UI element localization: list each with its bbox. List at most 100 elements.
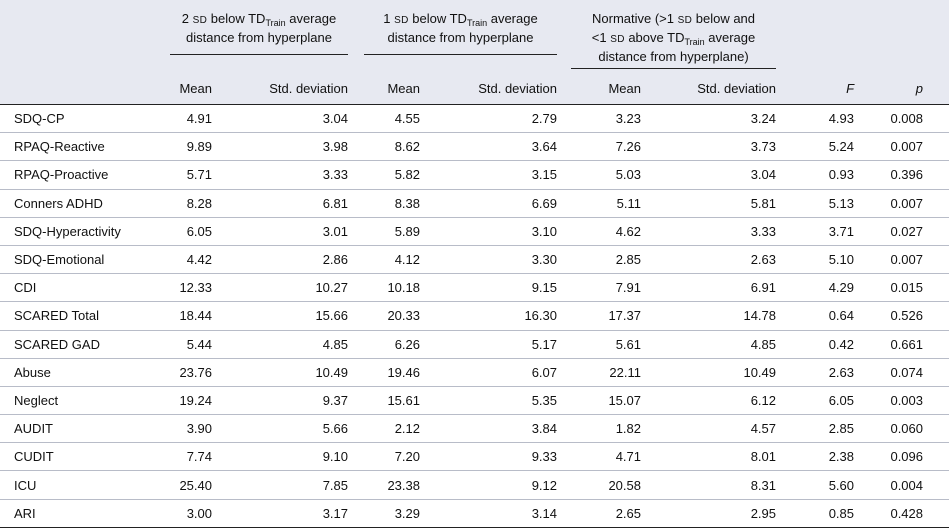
cell-value: 0.074 xyxy=(854,358,949,387)
column-header-std: Std. deviation xyxy=(697,80,777,96)
cell-value: 2.85 xyxy=(776,414,855,444)
cell-value: 4.91 xyxy=(152,103,212,134)
table-body: SDQ-CP 4.91 3.04 4.55 2.79 3.23 3.24 4.93 0.008 R… xyxy=(0,103,949,528)
table-row: ARI 3.00 3.17 3.29 3.14 2.65 2.95 0.85 0.428 xyxy=(0,499,949,528)
group-header-1sd: 1 SD below TDTrain average distance from… xyxy=(348,0,557,72)
cell-value: 8.62 xyxy=(348,132,420,162)
cell-value: 5.35 xyxy=(420,386,557,416)
cell-value: 7.91 xyxy=(557,273,641,303)
cell-value: 5.24 xyxy=(776,132,855,162)
cell-value: 6.07 xyxy=(420,358,557,387)
cell-value: 8.31 xyxy=(641,470,777,500)
cell-value: 9.10 xyxy=(212,442,348,472)
cell-value: 0.015 xyxy=(854,273,949,303)
column-header-mean: Mean xyxy=(179,80,212,96)
cell-value: 2.86 xyxy=(212,245,348,275)
cell-value: 6.05 xyxy=(152,217,212,246)
cell-value: 5.81 xyxy=(641,189,777,218)
cell-value: 5.10 xyxy=(776,245,855,275)
cell-value: 2.85 xyxy=(557,245,641,275)
cell-value: 4.57 xyxy=(641,414,777,444)
cell-value: 15.07 xyxy=(557,386,641,416)
cell-value: 4.55 xyxy=(348,103,420,134)
cell-value: 23.38 xyxy=(348,470,420,500)
cell-value: 23.76 xyxy=(152,358,212,387)
cell-value: 3.10 xyxy=(420,217,557,246)
cell-value: 0.007 xyxy=(854,132,949,162)
table-row: Abuse 23.76 10.49 19.46 6.07 22.11 10.49 2.63 0.… xyxy=(0,358,949,387)
table-row: SCARED GAD 5.44 4.85 6.26 5.17 5.61 4.85 0.42 0.… xyxy=(0,330,949,359)
cell-value: 2.63 xyxy=(776,358,855,387)
cell-value: 3.23 xyxy=(557,103,641,134)
column-header-p: p xyxy=(915,80,924,96)
row-label: SCARED GAD xyxy=(0,330,152,359)
table-row: ICU 25.40 7.85 23.38 9.12 20.58 8.31 5.60 0.004 xyxy=(0,470,949,500)
cell-value: 0.64 xyxy=(776,301,855,331)
cell-value: 22.11 xyxy=(557,358,641,387)
cell-value: 6.81 xyxy=(212,189,348,218)
cell-value: 3.73 xyxy=(641,132,777,162)
row-label: SDQ-CP xyxy=(0,103,152,134)
column-header-std: Std. deviation xyxy=(269,80,348,96)
cell-value: 0.004 xyxy=(854,470,949,500)
cell-value: 3.14 xyxy=(420,499,557,528)
cell-value: 2.12 xyxy=(348,414,420,444)
header-empty-cell xyxy=(0,0,152,72)
table-row: Conners ADHD 8.28 6.81 8.38 6.69 5.11 5.81 5.13… xyxy=(0,189,949,218)
cell-value: 0.85 xyxy=(776,499,855,528)
cell-value: 3.24 xyxy=(641,103,777,134)
cell-value: 3.33 xyxy=(212,160,348,190)
cell-value: 0.93 xyxy=(776,160,855,190)
cell-value: 0.42 xyxy=(776,330,855,359)
cell-value: 4.42 xyxy=(152,245,212,275)
cell-value: 0.007 xyxy=(854,245,949,275)
cell-value: 2.38 xyxy=(776,442,855,472)
cell-value: 0.396 xyxy=(854,160,949,190)
cell-value: 0.007 xyxy=(854,189,949,218)
row-label: RPAQ-Proactive xyxy=(0,160,152,190)
cell-value: 3.33 xyxy=(641,217,777,246)
row-label: ICU xyxy=(0,470,152,500)
cell-value: 9.33 xyxy=(420,442,557,472)
table-row: CDI 12.33 10.27 10.18 9.15 7.91 6.91 4.29 0.015 xyxy=(0,273,949,303)
cell-value: 8.01 xyxy=(641,442,777,472)
row-label: SDQ-Emotional xyxy=(0,245,152,275)
header-column-row: Mean Std. deviation Mean Std. deviation … xyxy=(0,72,949,105)
cell-value: 5.61 xyxy=(557,330,641,359)
cell-value: 3.90 xyxy=(152,414,212,444)
cell-value: 3.17 xyxy=(212,499,348,528)
cell-value: 0.003 xyxy=(854,386,949,416)
cell-value: 0.027 xyxy=(854,217,949,246)
cell-value: 4.71 xyxy=(557,442,641,472)
table-row: AUDIT 3.90 5.66 2.12 3.84 1.82 4.57 2.85 0.060 xyxy=(0,414,949,444)
cell-value: 0.008 xyxy=(854,103,949,134)
cell-value: 19.46 xyxy=(348,358,420,387)
row-label: AUDIT xyxy=(0,414,152,444)
cell-value: 6.12 xyxy=(641,386,777,416)
cell-value: 3.15 xyxy=(420,160,557,190)
cell-value: 5.11 xyxy=(557,189,641,218)
cell-value: 20.58 xyxy=(557,470,641,500)
row-label: RPAQ-Reactive xyxy=(0,132,152,162)
cell-value: 7.20 xyxy=(348,442,420,472)
header-group-row: 2 SD below TDTrain average distance from… xyxy=(0,0,949,72)
table-row: RPAQ-Reactive 9.89 3.98 8.62 3.64 7.26 3.73 5.2… xyxy=(0,132,949,162)
row-label: Conners ADHD xyxy=(0,189,152,218)
cell-value: 6.05 xyxy=(776,386,855,416)
row-label: SDQ-Hyperactivity xyxy=(0,217,152,246)
cell-value: 20.33 xyxy=(348,301,420,331)
cell-value: 5.60 xyxy=(776,470,855,500)
cell-value: 3.04 xyxy=(641,160,777,190)
row-label: Neglect xyxy=(0,386,152,416)
cell-value: 15.61 xyxy=(348,386,420,416)
table-row: Neglect 19.24 9.37 15.61 5.35 15.07 6.12 6.05 0.… xyxy=(0,386,949,416)
column-header-mean: Mean xyxy=(608,80,641,96)
cell-value: 12.33 xyxy=(152,273,212,303)
column-header-mean: Mean xyxy=(387,80,420,96)
cell-value: 9.15 xyxy=(420,273,557,303)
cell-value: 4.29 xyxy=(776,273,855,303)
cell-value: 25.40 xyxy=(152,470,212,500)
cell-value: 5.66 xyxy=(212,414,348,444)
cell-value: 15.66 xyxy=(212,301,348,331)
cell-value: 3.01 xyxy=(212,217,348,246)
